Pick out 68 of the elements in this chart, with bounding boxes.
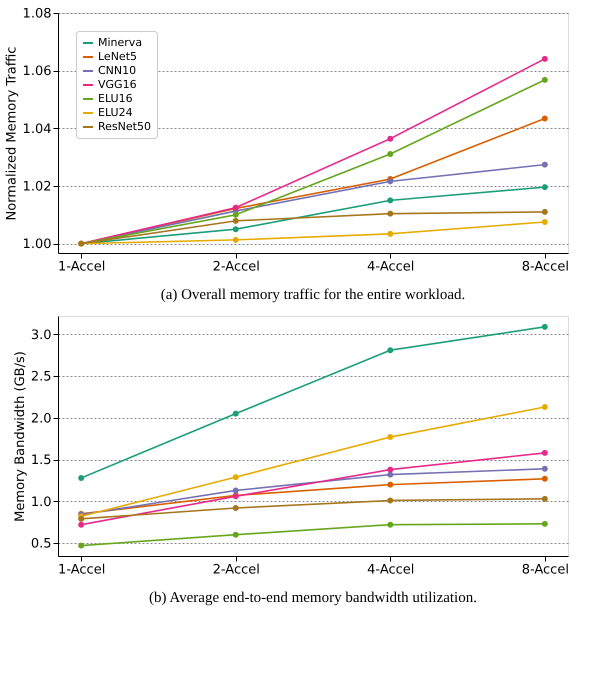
x-tick-label: 4-Accel (367, 562, 414, 578)
legend-label: VGG16 (98, 78, 137, 91)
point (542, 404, 548, 410)
x-tick-label: 1-Accel (58, 562, 106, 578)
point (232, 212, 239, 218)
point (542, 56, 548, 62)
y-tick-label: 1.04 (22, 122, 52, 137)
y-tick-label: 1.06 (22, 64, 52, 80)
point (78, 474, 84, 481)
legend-label: LeNet5 (98, 50, 138, 63)
y-tick-label: 0.5 (30, 536, 52, 552)
point (232, 218, 239, 224)
text: (b) Average end-to-end memory bandwidth utilization. (149, 590, 477, 606)
point (387, 466, 394, 473)
point (542, 466, 548, 472)
point (387, 434, 394, 440)
point (542, 476, 548, 482)
y-axis-title: Normalized Memory Traffic (4, 46, 20, 220)
y-tick-label: 1.5 (30, 453, 52, 468)
point (542, 76, 548, 83)
y-axis-title: Memory Bandwidth (GB/s) (12, 351, 28, 522)
text: (a) Overall memory traffic for the entire workload. (160, 287, 466, 303)
point (232, 474, 239, 480)
point (232, 505, 239, 511)
x-tick-label: 4-Accel (367, 260, 414, 274)
legend-label: ELU16 (98, 92, 133, 105)
y-tick-label: 1.0 (30, 494, 52, 510)
point (232, 410, 239, 417)
x-tick-label: 8-Accel (522, 260, 569, 274)
y-tick-label: 2.0 (30, 411, 52, 426)
point (78, 516, 84, 522)
point (542, 450, 548, 456)
point (232, 236, 239, 243)
point (542, 184, 548, 190)
x-tick-label: 1-Accel (58, 260, 106, 274)
point (542, 208, 548, 215)
y-tick-label: 2.5 (30, 370, 52, 385)
legend-label: ResNet50 (98, 120, 151, 133)
point (387, 522, 394, 528)
point (232, 487, 239, 494)
point (387, 136, 394, 142)
point (542, 324, 548, 330)
y-tick-label: 1.08 (22, 6, 52, 22)
point (387, 497, 394, 504)
point (387, 230, 394, 237)
point (542, 496, 548, 502)
legend-label: ELU24 (98, 106, 133, 119)
point (542, 520, 548, 527)
point (78, 542, 84, 549)
point (232, 226, 239, 232)
point (387, 210, 394, 217)
point (387, 347, 394, 354)
point (78, 522, 84, 528)
point (387, 150, 394, 157)
point (387, 482, 394, 488)
legend-label: Minerva (98, 36, 142, 49)
x-tick-label: 2-Accel (212, 260, 260, 274)
x-tick-label: 2-Accel (212, 562, 260, 578)
point (542, 162, 548, 168)
legend-label: CNN10 (98, 64, 136, 77)
x-tick-label: 8-Accel (522, 562, 569, 578)
point (542, 116, 548, 122)
point (232, 532, 239, 538)
point (387, 197, 394, 204)
y-tick-label: 1.02 (22, 179, 52, 194)
y-tick-label: 1.00 (22, 237, 52, 252)
y-tick-label: 3.0 (30, 328, 52, 343)
point (542, 219, 548, 226)
